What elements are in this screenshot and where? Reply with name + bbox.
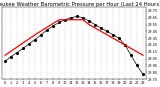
Point: [94, 24, 96, 25]
Point: [52, 25, 54, 27]
Point: [40, 34, 42, 35]
Point: [16, 52, 18, 53]
Point: [76, 16, 78, 17]
Point: [82, 17, 84, 18]
Point: [136, 65, 138, 66]
Point: [100, 27, 102, 29]
Point: [106, 31, 108, 32]
Point: [58, 22, 60, 23]
Title: Milwaukee Weather Barometric Pressure per Hour (Last 24 Hours): Milwaukee Weather Barometric Pressure pe…: [0, 2, 160, 7]
Point: [4, 61, 6, 62]
Point: [118, 37, 120, 39]
Point: [124, 44, 126, 46]
Point: [28, 43, 30, 44]
Point: [130, 55, 132, 56]
Point: [22, 48, 24, 49]
Point: [34, 39, 36, 40]
Point: [46, 29, 48, 31]
Point: [64, 19, 66, 20]
Point: [88, 20, 90, 22]
Point: [10, 56, 12, 57]
Point: [70, 17, 72, 18]
Point: [142, 74, 144, 75]
Point: [112, 34, 114, 35]
